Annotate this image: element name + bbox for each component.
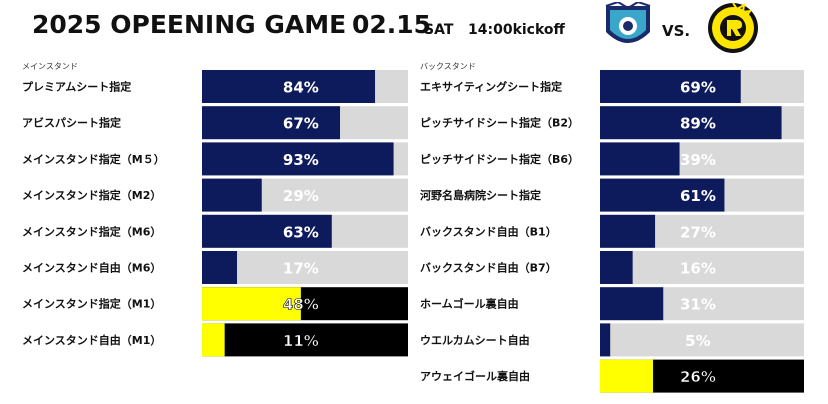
bar-fill <box>600 142 680 176</box>
section-label-main-stand: メインスタンド <box>22 62 78 71</box>
row-label: ホームゴール裏自由 <box>420 297 519 311</box>
row-label: プレミアムシート指定 <box>22 80 131 94</box>
data-label: 89% <box>680 115 716 133</box>
bar-fill <box>202 251 238 284</box>
row-label: メインスタンド指定（M6） <box>22 224 161 238</box>
bar-fill <box>600 251 633 284</box>
bar-fill <box>600 214 656 248</box>
header: 2025 OPEENING GAME 02.15 SAT 14:00kickof… <box>0 0 828 60</box>
data-label: 39% <box>680 151 716 169</box>
row-label: メインスタンド自由（M1） <box>22 333 161 347</box>
data-label: 93% <box>283 151 319 169</box>
bar-fill <box>202 106 341 140</box>
bar-fill <box>202 178 262 212</box>
row-label: アビスパシート指定 <box>22 116 121 130</box>
versus-label: VS. <box>662 22 691 40</box>
away-crest-icon <box>708 2 758 53</box>
bar-fill <box>600 323 611 357</box>
section-label-back-stand: バックスタンド <box>420 62 476 71</box>
data-label: 5% <box>685 332 710 350</box>
bar-remaining <box>600 323 804 357</box>
data-label: 17% <box>283 260 319 278</box>
data-label: 11% <box>283 332 319 350</box>
bar-remaining <box>600 251 804 284</box>
data-label: 48% <box>283 296 319 314</box>
row-label: エキサイティングシート指定 <box>420 80 562 94</box>
row-label: ウエルカムシート自由 <box>420 333 530 347</box>
row-label: ピッチサイドシート指定（B2） <box>420 116 579 130</box>
bar-fill <box>600 287 664 321</box>
data-label: 69% <box>680 79 716 97</box>
page-title: 2025 OPEENING GAME <box>32 10 347 39</box>
bar-fill <box>202 70 376 103</box>
bar-fill <box>600 106 782 140</box>
kickoff-time: 14:00kickoff <box>468 22 565 38</box>
bar-fill <box>600 359 654 393</box>
data-label: 16% <box>680 260 716 278</box>
row-label: メインスタンド自由（M6） <box>22 261 161 275</box>
row-label: ピッチサイドシート指定（B6） <box>420 152 579 166</box>
row-label: 河野名島病院シート指定 <box>420 188 541 202</box>
bar-remaining <box>202 323 408 357</box>
bar-fill <box>600 70 741 103</box>
bar-fill <box>202 142 394 176</box>
data-label: 31% <box>680 296 716 314</box>
row-label: メインスタンド指定（M５） <box>22 152 165 166</box>
row-label: アウェイゴール裏自由 <box>420 369 530 383</box>
bar-fill <box>202 287 301 321</box>
data-label: 27% <box>680 223 716 241</box>
data-label: 84% <box>283 79 319 97</box>
data-label: 63% <box>283 223 319 241</box>
data-label: 29% <box>283 187 319 205</box>
match-date: 02.15 <box>352 10 432 39</box>
bar-fill <box>202 214 332 248</box>
data-label: 26% <box>680 368 716 386</box>
data-label: 61% <box>680 187 716 205</box>
row-label: メインスタンド指定（M1） <box>22 297 161 311</box>
bar-fill <box>600 178 725 212</box>
data-label: 67% <box>283 115 319 133</box>
match-day: SAT <box>424 22 454 38</box>
bar-fill <box>202 323 225 357</box>
home-crest-icon <box>605 2 651 43</box>
row-label: バックスタンド自由（B7） <box>420 261 557 275</box>
row-label: バックスタンド自由（B1） <box>420 224 557 238</box>
row-label: メインスタンド指定（M2） <box>22 188 161 202</box>
